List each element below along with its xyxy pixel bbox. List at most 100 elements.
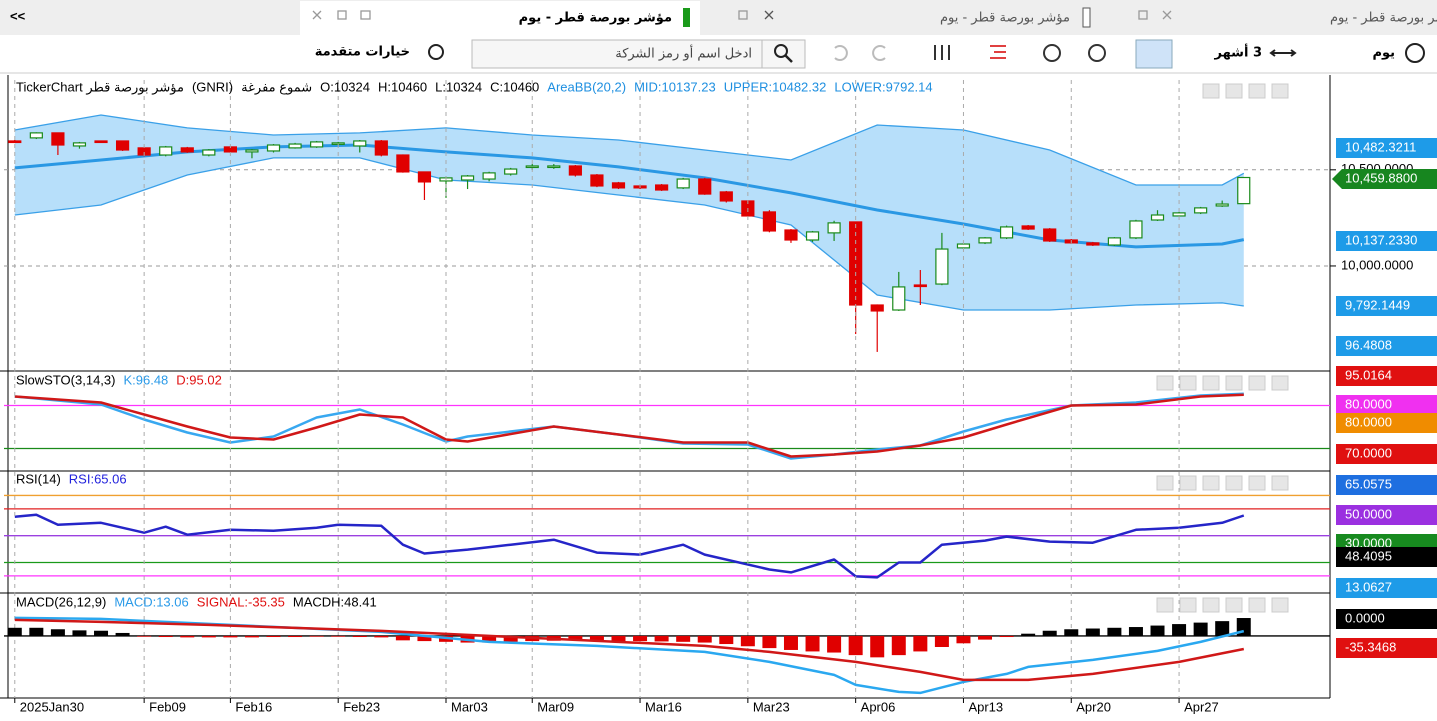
legend-entry: MACDH:48.41 [293, 594, 377, 609]
candle-body [396, 154, 410, 173]
active-tab[interactable] [300, 1, 700, 35]
candle-body [310, 141, 324, 148]
axis-badge [1336, 505, 1437, 525]
axis-badge [1336, 231, 1437, 251]
candle-body [482, 172, 496, 180]
axis-badge-label: 9,792.1449 [1345, 297, 1410, 312]
panel-button [1202, 83, 1220, 99]
histogram-bar [29, 627, 44, 636]
panel-button [1202, 475, 1220, 491]
candle-body [784, 229, 798, 241]
candle-body [611, 182, 626, 189]
axis-badge [1336, 609, 1437, 629]
legend-entry: TickerChart مؤشر بورصة قطر [16, 79, 184, 95]
tab-color [1082, 7, 1091, 28]
candle-body [72, 142, 87, 147]
x-tick-label: 2025Jan30 [20, 699, 84, 714]
search-icon [774, 44, 788, 58]
plot-layer [4, 80, 1330, 698]
advanced-options[interactable]: خيارات متقدمة [315, 45, 410, 60]
candle-body [29, 132, 43, 139]
histogram-bar [934, 635, 949, 647]
search-placeholder: ادخل اسم أو رمز الشركة [615, 45, 752, 62]
axis-badge [1336, 336, 1437, 356]
histogram-bar [288, 635, 303, 638]
histogram-bar [72, 630, 87, 636]
histogram-bar [611, 635, 626, 642]
histogram-bar [589, 635, 604, 641]
axis-badge-label: 0.0000 [1345, 610, 1385, 625]
candle-body [353, 140, 367, 147]
candle-body [374, 140, 388, 156]
axis-badge [1336, 578, 1437, 598]
x-tick-label: Feb16 [235, 699, 272, 714]
candle-body [827, 222, 841, 234]
interval-selector[interactable]: يوم [1372, 46, 1395, 61]
histogram-bar [978, 635, 993, 640]
candle-body [460, 175, 475, 181]
search-box[interactable] [471, 39, 806, 69]
axis-badge [1336, 366, 1437, 386]
axis-badge-label: 10,137.2330 [1345, 232, 1417, 247]
x-tick-label: Mar23 [753, 699, 790, 714]
legend-entry: AreaBB(20,2) [547, 79, 626, 94]
histogram-bar [94, 630, 109, 636]
histogram-bar [676, 635, 691, 642]
clock-icon [1405, 43, 1425, 63]
candle-body [288, 143, 302, 149]
axis-badge-label: 80.0000 [1345, 396, 1392, 411]
period-icon [1269, 49, 1297, 57]
histogram-bar [1021, 633, 1036, 636]
candle-body [51, 132, 65, 146]
x-tick-label: Apr06 [861, 699, 896, 714]
panel-button [1225, 375, 1243, 391]
axis-badge-label: 95.0164 [1345, 367, 1392, 382]
axis-badge-label: 10,459.8800 [1345, 170, 1417, 185]
legend-entry: MACD:13.06 [114, 594, 188, 609]
band-fill [14, 115, 1244, 310]
histogram-bar [633, 635, 648, 642]
tab-title[interactable]: مؤشر بورصة قطر - يوم [1330, 11, 1437, 26]
histogram-bar [805, 635, 820, 652]
tab-title[interactable]: مؤشر بورصة قطر - يوم [940, 11, 1070, 26]
axis-badge [1336, 547, 1437, 567]
histogram-bar [201, 635, 216, 638]
panel-button [1179, 597, 1197, 613]
histogram-bar [870, 635, 885, 658]
candle-body [935, 248, 949, 285]
histogram-bar [1064, 629, 1079, 636]
legend-entry: RSI:65.06 [69, 471, 127, 486]
panel-button [1156, 375, 1174, 391]
axis-badge [1336, 638, 1437, 658]
candle-body [1150, 214, 1165, 221]
legend-entry: H:10460 [378, 79, 427, 94]
candle-body [913, 284, 927, 288]
collapse-button[interactable]: << [10, 8, 26, 23]
panel-button [1271, 375, 1289, 391]
panel-button [1179, 475, 1197, 491]
period-selector[interactable]: 3 أشهر [1214, 44, 1262, 61]
histogram-bar [654, 635, 669, 642]
panel-button [1271, 597, 1289, 613]
histogram-bar [697, 635, 712, 643]
tab-title[interactable]: مؤشر بورصة قطر - يوم [519, 11, 672, 26]
histogram-bar [374, 635, 389, 638]
candle-body [1021, 225, 1035, 230]
panel-button [1156, 597, 1174, 613]
tab-color [683, 8, 690, 27]
panel-button [1248, 597, 1266, 613]
search-icon [784, 54, 793, 63]
panel-button [1271, 475, 1289, 491]
axis-badge [1336, 444, 1437, 464]
legend-entry: (GNRI) [192, 79, 233, 94]
draw-tool-active[interactable] [1135, 39, 1173, 69]
panel-button [1202, 597, 1220, 613]
legend-entry: C:10460 [490, 79, 539, 94]
candle-body [676, 178, 690, 189]
legend-entry: MID:10137.23 [634, 79, 716, 94]
panel-button [1202, 375, 1220, 391]
legend-entry: شموع مفرغة [241, 79, 312, 95]
legend-entry: L:10324 [435, 79, 482, 94]
candle-body [266, 144, 281, 152]
panel-button [1179, 375, 1197, 391]
